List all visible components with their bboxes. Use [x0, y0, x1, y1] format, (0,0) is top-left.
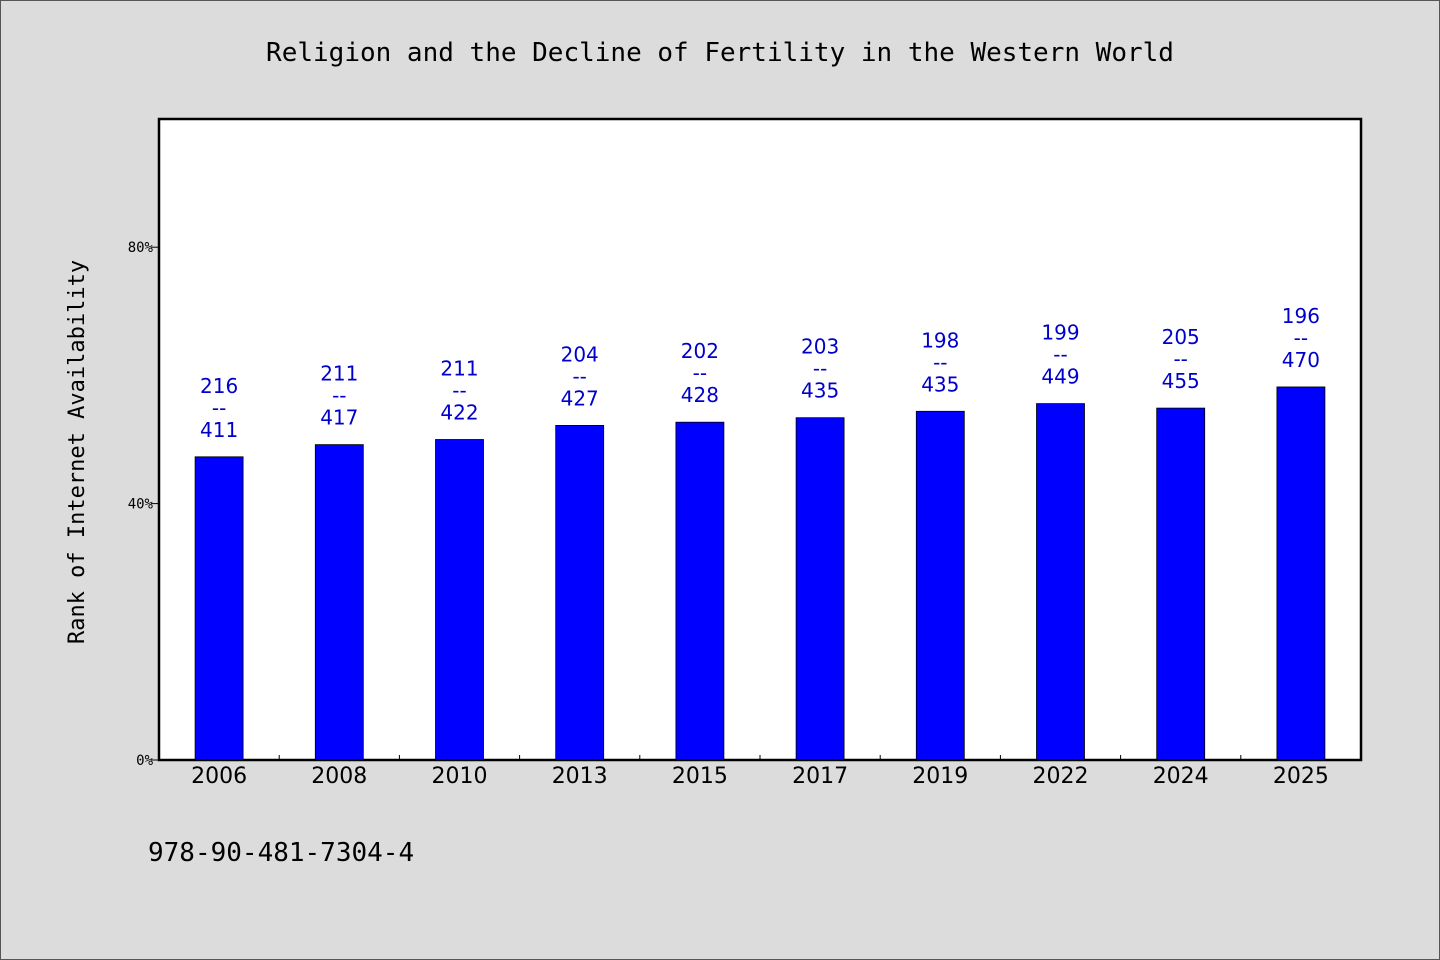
bar-2006	[194, 456, 244, 761]
y-axis-title: Rank of Internet Availability	[65, 260, 90, 644]
data-label-bottom: 470	[1282, 348, 1320, 372]
x-tick-label: 2025	[1273, 764, 1329, 789]
data-label-sep: --	[332, 384, 346, 408]
data-label-sep: --	[452, 379, 466, 403]
data-label-bottom: 435	[921, 372, 959, 396]
y-axis: 0% 40% 80%	[128, 240, 159, 769]
x-axis: 2006 2008 2010 2013 2015 2017 2019 2022 2024 2025	[191, 755, 1329, 789]
bar-2013	[555, 424, 605, 761]
bar-2024	[1156, 407, 1206, 761]
bar-series	[194, 386, 1326, 761]
data-label-bottom: 411	[200, 418, 238, 442]
data-label-top: 205	[1162, 325, 1200, 349]
chart-title: Religion and the Decline of Fertility in…	[266, 38, 1174, 68]
x-tick-label: 2019	[912, 764, 968, 789]
data-label-sep: --	[933, 350, 947, 374]
data-label-sep: --	[212, 396, 226, 420]
data-label-top: 196	[1282, 304, 1320, 328]
data-label-top: 202	[681, 339, 719, 363]
data-label-bottom: 449	[1041, 365, 1079, 389]
data-label-sep: --	[813, 357, 827, 381]
x-tick-label: 2008	[311, 764, 367, 789]
data-label-sep: --	[1053, 343, 1067, 367]
x-tick-label: 2015	[672, 764, 728, 789]
data-label-top: 199	[1041, 321, 1079, 345]
data-label-bottom: 435	[801, 379, 839, 403]
bar-2019	[915, 410, 965, 761]
bar-2010	[435, 439, 484, 761]
bar-2025	[1276, 386, 1326, 761]
x-tick-label: 2010	[432, 764, 488, 789]
data-label-top: 211	[440, 357, 478, 381]
data-label-top: 211	[320, 362, 358, 386]
data-label-top: 203	[801, 335, 839, 359]
data-label-top: 204	[561, 342, 599, 366]
bar-2017	[795, 417, 845, 761]
data-label-bottom: 417	[320, 406, 358, 430]
data-label-top: 198	[921, 328, 959, 352]
data-label-top: 216	[200, 374, 238, 398]
data-labels: 216--411211--417211--422204--427202--428…	[200, 304, 1320, 442]
x-tick-label: 2006	[191, 764, 247, 789]
x-tick-label: 2024	[1153, 764, 1209, 789]
y-tick-label: 0%	[136, 753, 153, 769]
data-label-bottom: 455	[1162, 369, 1200, 393]
data-label-sep: --	[572, 364, 586, 388]
data-label-bottom: 428	[681, 383, 719, 407]
data-label-bottom: 422	[440, 401, 478, 425]
data-label-sep: --	[693, 361, 707, 385]
bar-2015	[675, 421, 725, 761]
data-label-sep: --	[1173, 347, 1187, 371]
bar-2022	[1036, 403, 1085, 761]
x-tick-label: 2022	[1033, 764, 1089, 789]
bar-2008	[314, 444, 364, 761]
isbn-text: 978-90-481-7304-4	[148, 838, 414, 868]
y-tick-label: 40%	[128, 497, 154, 513]
data-label-sep: --	[1294, 326, 1308, 350]
x-tick-label: 2013	[552, 764, 608, 789]
data-label-bottom: 427	[561, 386, 599, 410]
y-tick-label: 80%	[128, 240, 154, 256]
x-tick-label: 2017	[792, 764, 848, 789]
